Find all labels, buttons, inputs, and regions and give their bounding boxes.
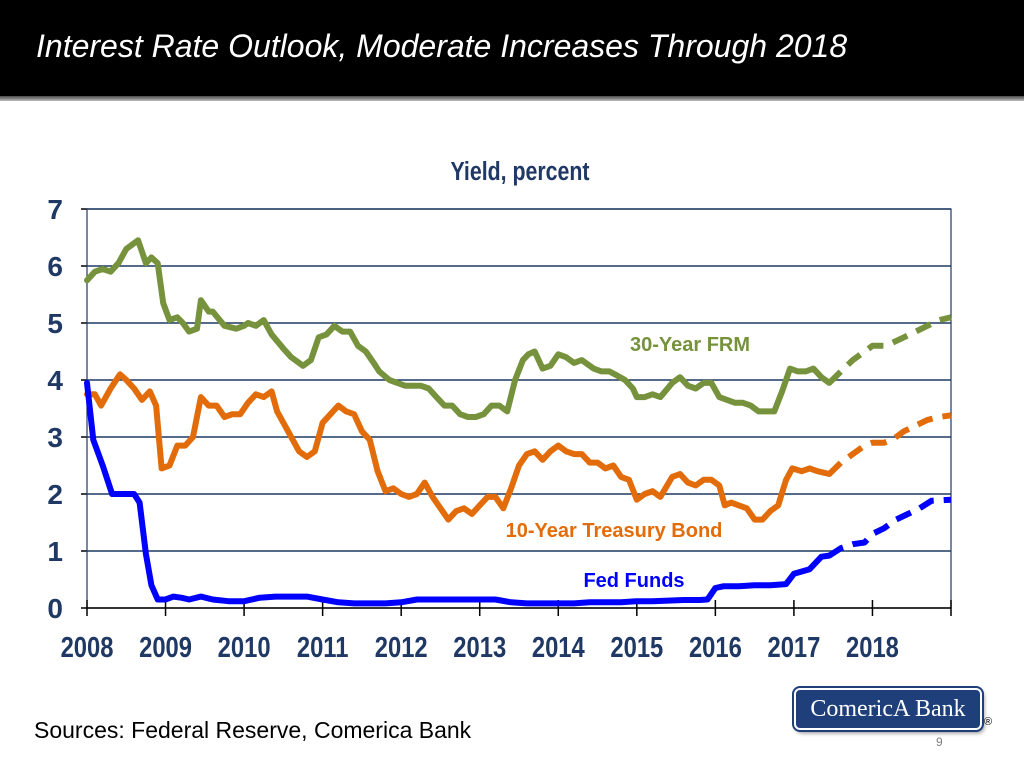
x-tick-label-group: 2009: [139, 631, 192, 664]
y-tick-label: 5: [47, 308, 63, 339]
x-tick-label: 2013: [453, 631, 506, 664]
x-tick-label-group: 2010: [218, 631, 271, 664]
title-bar-divider: [0, 96, 1024, 101]
y-tick-label: 4: [47, 365, 63, 396]
page-number: 9: [936, 735, 943, 749]
series-label: 30-Year FRM: [630, 334, 750, 356]
x-tick-label-group: 2011: [297, 631, 349, 664]
x-tick-label: 2010: [218, 631, 271, 664]
x-tick-label-group: 2012: [375, 631, 428, 664]
comerica-logo: ComericA Bank: [792, 686, 984, 732]
chart-title: Yield, percent: [451, 157, 590, 187]
x-tick-label-group: 2017: [767, 631, 820, 664]
series-line-forecast: [827, 314, 952, 386]
y-tick-label: 3: [47, 422, 63, 453]
sources-note: Sources: Federal Reserve, Comerica Bank: [34, 717, 472, 743]
series-line-actual: [84, 237, 833, 420]
y-tick-label: 6: [47, 251, 63, 282]
registered-mark: ®: [984, 716, 993, 728]
x-tick-label: 2017: [767, 631, 820, 664]
x-tick-label: 2016: [689, 631, 742, 664]
logo-text: ComericA Bank: [810, 696, 966, 722]
series-label: 10-Year Treasury Bond: [506, 520, 723, 542]
y-tick-label: 1: [47, 536, 63, 567]
x-tick-label: 2008: [61, 631, 114, 664]
x-tick-label: 2014: [532, 631, 585, 664]
x-tick-label: 2015: [610, 631, 663, 664]
x-tick-label-group: 2015: [610, 631, 663, 664]
x-tick-label-group: 2008: [61, 631, 114, 664]
x-tick-label-group: 2016: [689, 631, 742, 664]
series-line-actual: [84, 379, 833, 607]
x-tick-label-group: 2018: [846, 631, 899, 664]
series-line-actual: [84, 371, 833, 523]
x-tick-label: 2012: [375, 631, 428, 664]
y-tick-label: 0: [47, 593, 63, 624]
y-tick-label: 7: [47, 194, 63, 225]
series-label: Fed Funds: [583, 570, 684, 592]
series-line-forecast: [827, 496, 952, 559]
x-tick-label-group: 2014: [532, 631, 585, 664]
x-tick-label: 2009: [139, 631, 192, 664]
x-tick-label-group: 2013: [453, 631, 506, 664]
series-line-forecast: [827, 412, 952, 477]
x-tick-label: 2018: [846, 631, 899, 664]
title-bar: [0, 0, 1024, 96]
y-tick-label: 2: [47, 479, 63, 510]
x-tick-label: 2011: [297, 631, 349, 664]
slide-title: Interest Rate Outlook, Moderate Increase…: [36, 28, 848, 64]
